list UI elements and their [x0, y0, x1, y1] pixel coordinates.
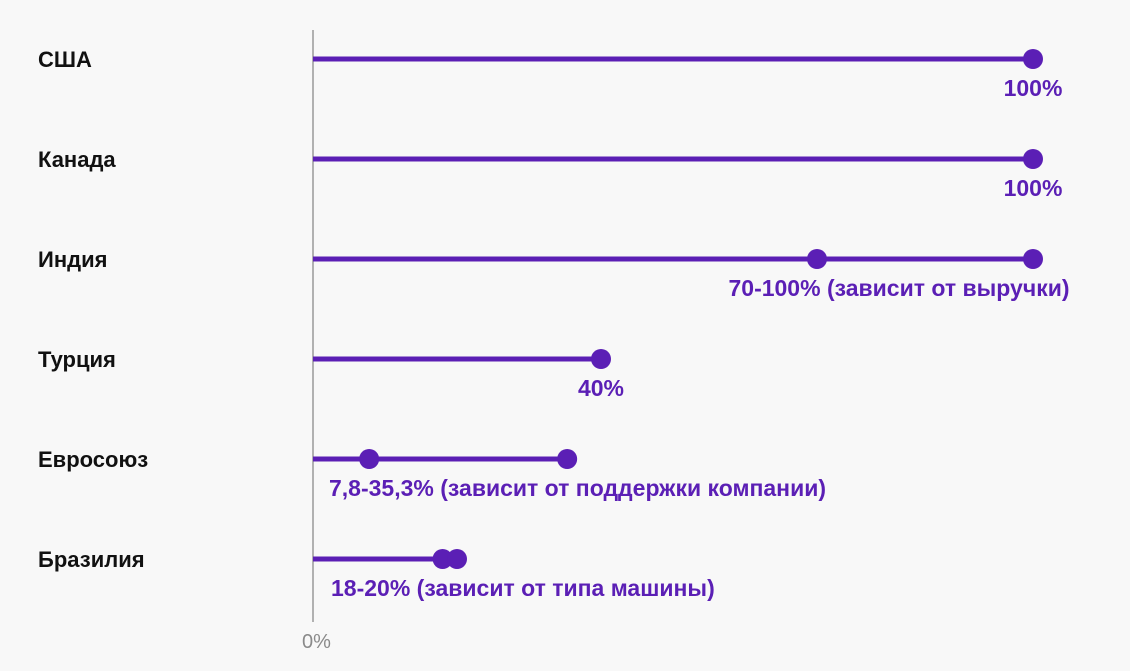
high-value-dot	[1023, 49, 1043, 69]
data-label: 7,8-35,3% (зависит от поддержки компании…	[329, 475, 826, 501]
high-value-dot	[591, 349, 611, 369]
category-label: Индия	[38, 247, 107, 272]
data-label: 70-100% (зависит от выручки)	[728, 275, 1069, 301]
category-label: Турция	[38, 347, 116, 372]
data-label: 18-20% (зависит от типа машины)	[331, 575, 715, 601]
data-label: 100%	[1004, 75, 1063, 101]
category-label: Бразилия	[38, 547, 145, 572]
low-value-dot	[807, 249, 827, 269]
high-value-dot	[1023, 149, 1043, 169]
high-value-dot	[447, 549, 467, 569]
category-label: Канада	[38, 147, 116, 172]
high-value-dot	[1023, 249, 1043, 269]
data-label: 100%	[1004, 175, 1063, 201]
category-label: Евросоюз	[38, 447, 148, 472]
low-value-dot	[359, 449, 380, 469]
high-value-dot	[557, 449, 578, 469]
low-value-dot	[432, 549, 453, 569]
x-tick-label: 0%	[302, 631, 331, 653]
data-label: 40%	[578, 375, 624, 401]
category-label: США	[38, 47, 92, 72]
